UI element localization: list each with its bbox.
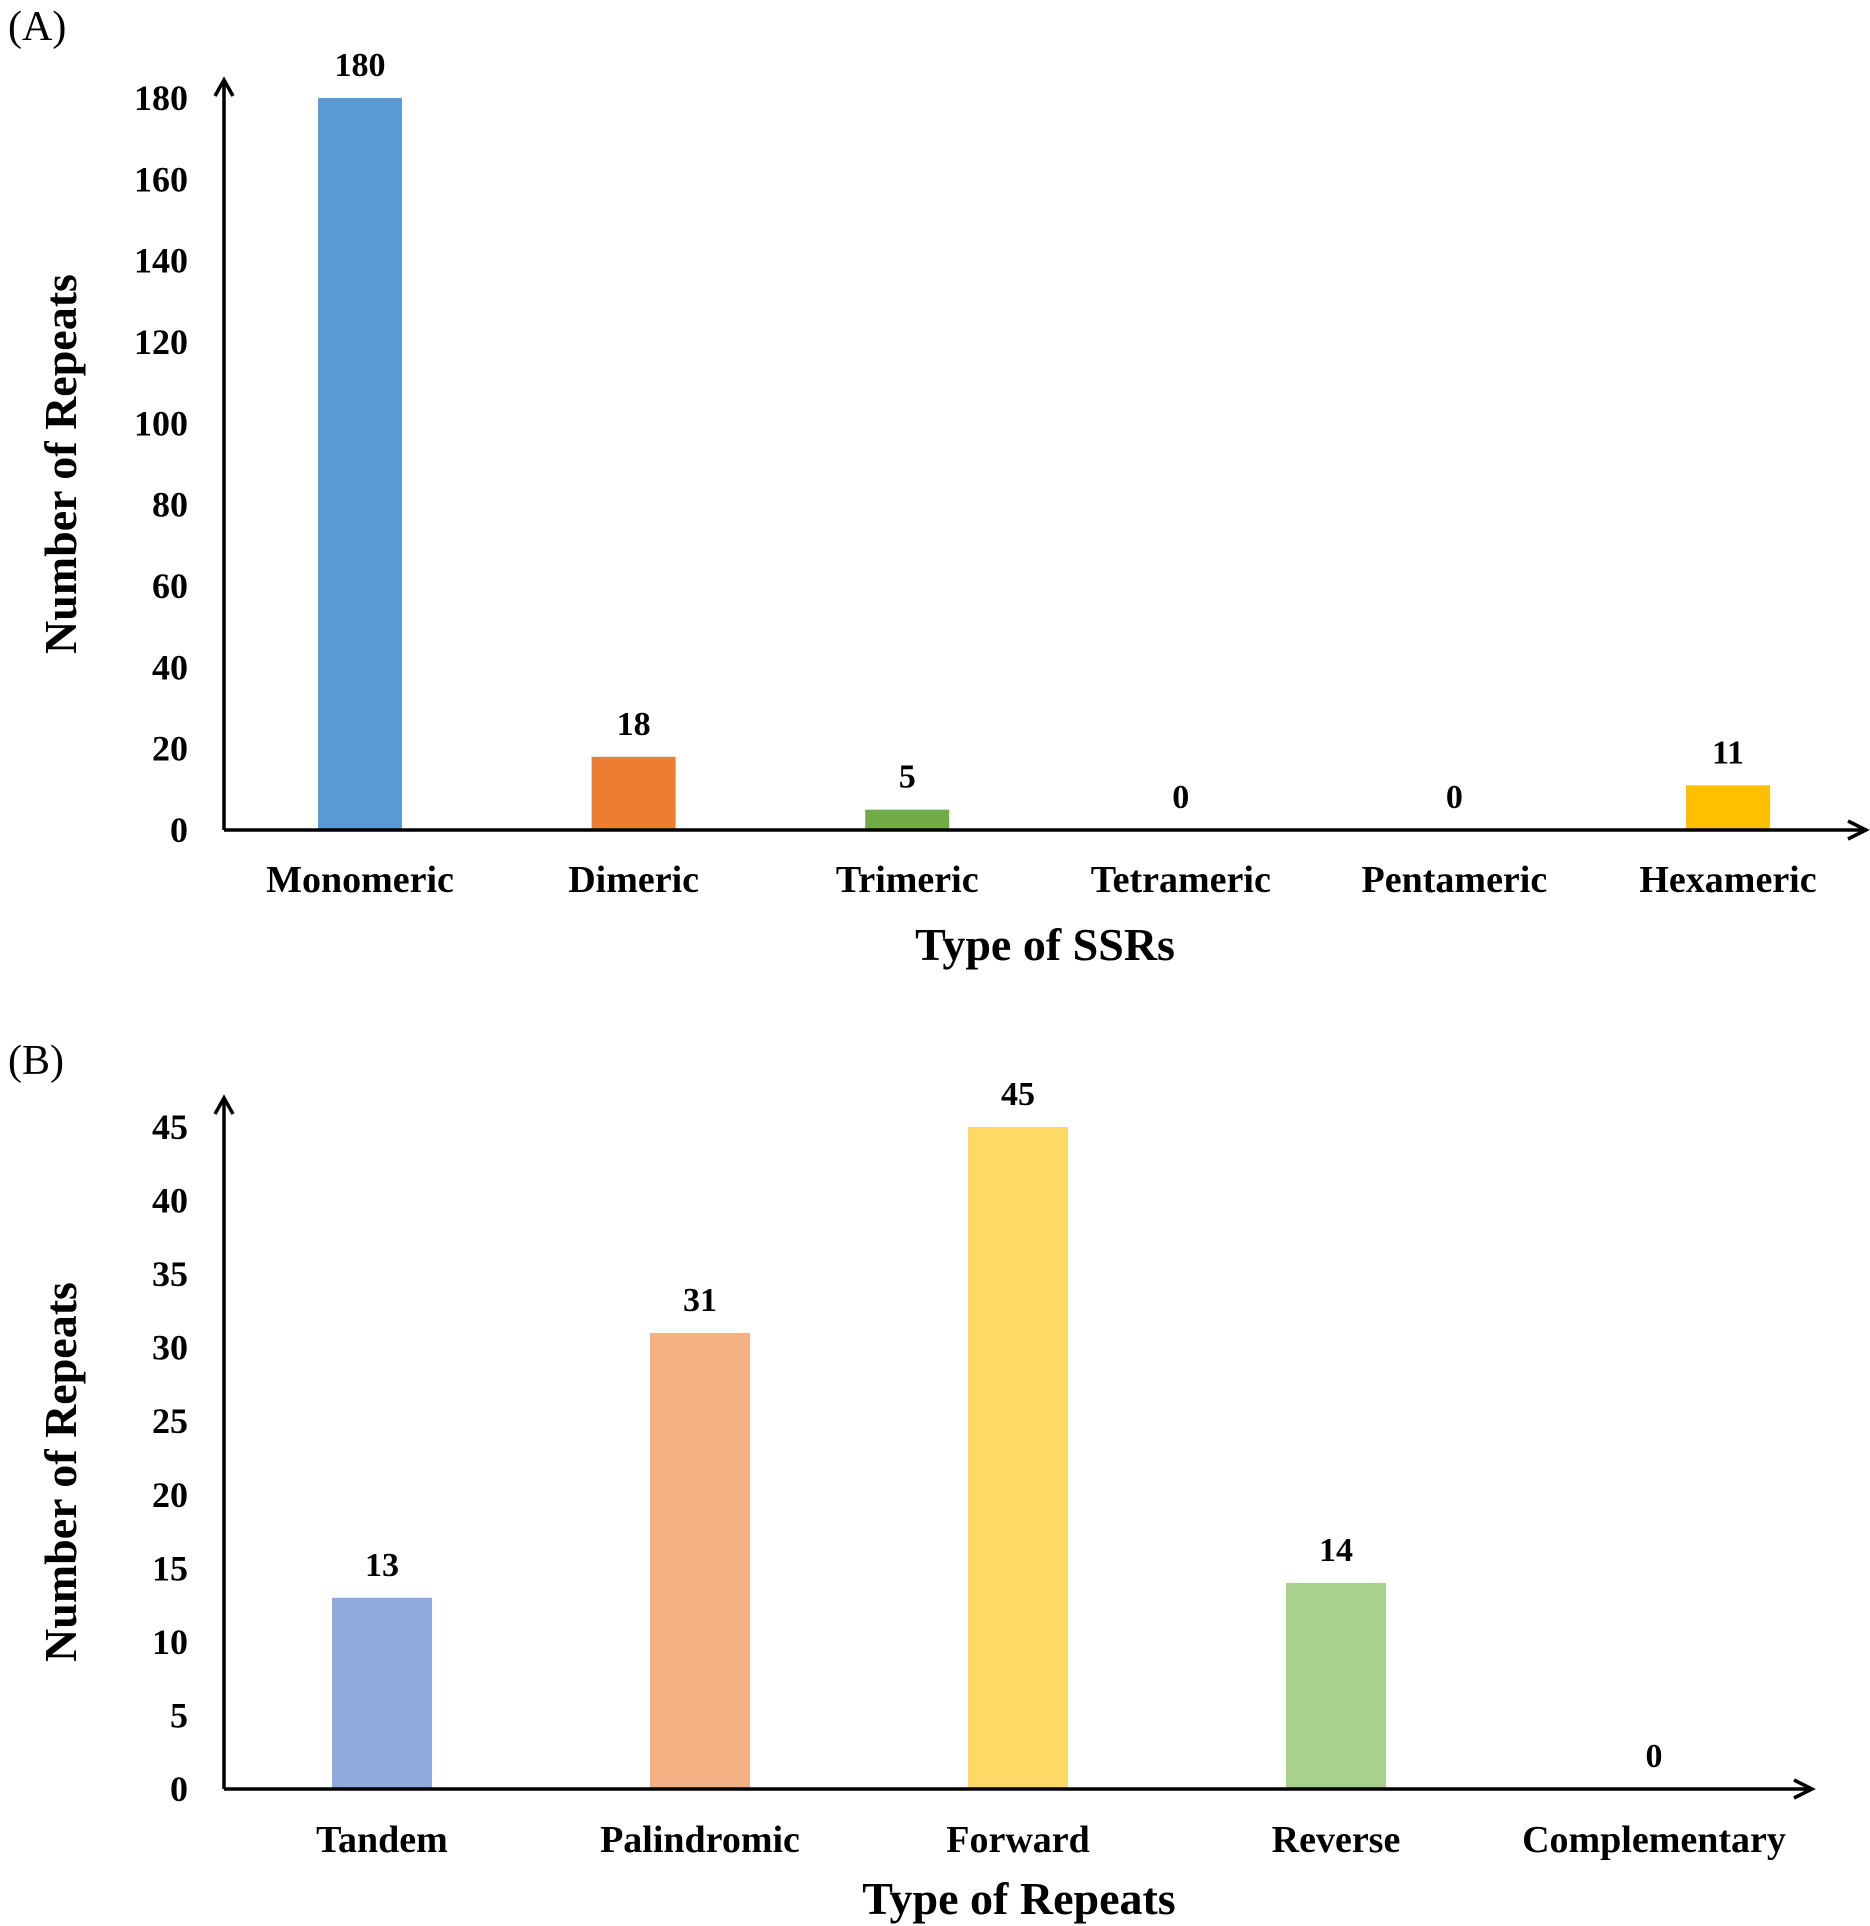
y-axis-title: Number of Repeats: [35, 1282, 86, 1662]
x-tick-label-monomeric: Monomeric: [266, 859, 454, 901]
y-tick-label: 20: [152, 1475, 188, 1515]
bar-tandem: [332, 1597, 432, 1789]
y-tick-label: 140: [134, 241, 188, 281]
y-tick-label: 40: [152, 1181, 188, 1221]
y-tick-label: 0: [170, 1769, 188, 1809]
data-label-reverse: 14: [1319, 1532, 1353, 1569]
y-tick-label: 80: [152, 485, 188, 525]
panel-label: (B): [8, 1038, 64, 1084]
y-axis-arrow-icon: [213, 76, 235, 97]
data-label-dimeric: 18: [617, 706, 651, 743]
x-tick-label-complementary: Complementary: [1522, 1819, 1786, 1861]
panel-label: (A): [8, 4, 66, 50]
data-label-monomeric: 180: [335, 47, 386, 84]
bar-reverse: [1286, 1583, 1386, 1789]
y-tick-label: 0: [170, 810, 188, 850]
bar-palindromic: [650, 1332, 750, 1789]
y-tick-label: 20: [152, 729, 188, 769]
y-tick-label: 180: [134, 78, 188, 118]
y-axis-title: Number of Repeats: [35, 274, 86, 654]
data-label-hexameric: 11: [1712, 734, 1744, 771]
x-tick-label-trimeric: Trimeric: [836, 859, 979, 901]
y-tick-label: 5: [170, 1695, 188, 1735]
y-tick-label: 35: [152, 1254, 188, 1294]
data-label-palindromic: 31: [683, 1282, 717, 1319]
data-label-forward: 45: [1001, 1076, 1035, 1113]
y-tick-label: 10: [152, 1622, 188, 1662]
data-label-trimeric: 5: [899, 759, 916, 796]
y-tick-label: 160: [134, 159, 188, 199]
y-tick-label: 60: [152, 566, 188, 606]
x-tick-label-palindromic: Palindromic: [600, 1819, 800, 1861]
bar-trimeric: [865, 809, 950, 830]
data-label-tandem: 13: [365, 1547, 399, 1584]
x-tick-label-tandem: Tandem: [316, 1819, 448, 1861]
y-tick-label: 30: [152, 1328, 188, 1368]
y-tick-label: 100: [134, 403, 188, 443]
bar-hexameric: [1686, 785, 1770, 830]
chart-panel-a: (A) 180 Monomeric 18 Dimeric 5 Trimeric 0 Tetram…: [8, 4, 1870, 970]
y-tick-label: 40: [152, 647, 188, 687]
bar-monomeric: [318, 98, 402, 830]
bar-dimeric: [591, 756, 676, 830]
x-tick-label-pentameric: Pentameric: [1362, 859, 1548, 901]
y-tick-label: 120: [134, 322, 188, 362]
x-tick-label-dimeric: Dimeric: [568, 859, 699, 901]
x-axis-arrow-icon: [1847, 819, 1870, 841]
x-axis-arrow-icon: [1793, 1778, 1816, 1800]
y-tick-label: 15: [152, 1548, 188, 1588]
y-axis-arrow-icon: [213, 1094, 235, 1115]
data-label-complementary: 0: [1646, 1738, 1663, 1775]
x-axis-title: Type of SSRs: [915, 919, 1175, 970]
x-tick-label-reverse: Reverse: [1272, 1819, 1401, 1861]
x-tick-label-hexameric: Hexameric: [1639, 859, 1816, 901]
x-axis-title: Type of Repeats: [862, 1873, 1175, 1924]
x-tick-label-tetrameric: Tetrameric: [1091, 859, 1271, 901]
x-tick-label-forward: Forward: [946, 1819, 1090, 1861]
chart-panel-b: (B) 13 Tandem 31 Palindromic 45 Forward 14 Rever…: [8, 1038, 1816, 1924]
y-tick-label: 25: [152, 1401, 188, 1441]
bar-forward: [968, 1127, 1068, 1789]
data-label-tetrameric: 0: [1172, 779, 1189, 816]
y-tick-label: 45: [152, 1107, 188, 1147]
data-label-pentameric: 0: [1446, 779, 1463, 816]
